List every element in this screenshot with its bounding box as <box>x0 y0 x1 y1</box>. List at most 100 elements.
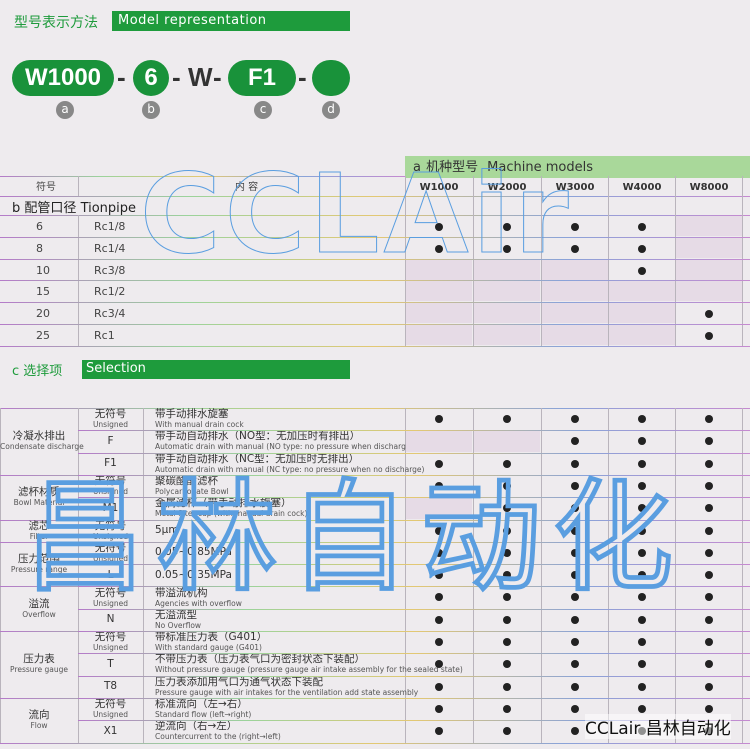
availability-dot <box>638 266 646 275</box>
option-code: 无符号 Unsigned <box>92 631 129 653</box>
option-code: F <box>107 434 114 447</box>
divider <box>0 302 750 304</box>
availability-dot <box>705 459 713 468</box>
group-label: 压力范围 Pressure range <box>10 553 68 575</box>
divider <box>0 236 750 238</box>
unavailable-cell <box>542 281 608 302</box>
availability-dot <box>435 660 443 669</box>
availability-dot <box>435 638 443 646</box>
letter-c: c <box>254 101 272 119</box>
availability-dot <box>503 548 511 557</box>
availability-dot <box>503 571 511 580</box>
divider <box>78 430 750 432</box>
option-description: 无溢流型 No Overflow <box>155 608 202 630</box>
divider <box>78 675 750 677</box>
pipe-size: Rc1 <box>94 329 115 342</box>
option-description: 5μm <box>155 524 179 537</box>
unavailable-cell <box>609 325 675 345</box>
divider <box>742 408 743 743</box>
option-code: N <box>106 613 115 626</box>
availability-dot <box>435 593 443 602</box>
availability-dot <box>571 682 579 691</box>
unavailable-cell <box>676 237 742 258</box>
divider <box>0 176 405 177</box>
availability-dot <box>571 638 579 646</box>
availability-dot <box>571 571 579 580</box>
divider <box>541 408 542 743</box>
availability-dot <box>571 615 579 624</box>
unavailable-cell <box>406 303 472 324</box>
pipe-code: 15 <box>36 285 50 299</box>
availability-dot <box>638 638 646 646</box>
pipe-code: 25 <box>36 329 50 342</box>
availability-dot <box>705 638 713 646</box>
availability-dot <box>705 504 713 513</box>
availability-dot <box>435 223 443 231</box>
availability-dot <box>435 704 443 713</box>
availability-dot <box>571 504 579 513</box>
unavailable-cell <box>474 259 540 280</box>
option-code: T <box>107 657 114 670</box>
availability-dot <box>503 704 511 713</box>
divider <box>0 408 750 409</box>
availability-dot <box>435 244 443 253</box>
letter-a-badge: a <box>413 160 421 175</box>
availability-dot <box>705 332 713 340</box>
divider <box>78 586 750 588</box>
availability-dot <box>435 481 443 490</box>
unavailable-cell <box>676 259 742 280</box>
option-description: 标准流向（左→右） Standard flow (left→right) <box>155 698 252 720</box>
pipe-code: 10 <box>36 263 50 277</box>
availability-dot <box>638 459 646 468</box>
unavailable-cell <box>676 216 742 236</box>
pipe-label: b 配管口径 Tionpipe <box>12 201 137 216</box>
availability-dot <box>638 571 646 580</box>
unavailable-cell <box>474 431 540 453</box>
availability-dot <box>638 660 646 669</box>
option-description: 带手动自动排水（NC型：无加压时无排出） Automatic drain with… <box>155 452 425 474</box>
divider <box>675 408 676 743</box>
unavailable-cell <box>542 325 608 345</box>
availability-dot <box>503 526 511 535</box>
unavailable-cell <box>474 303 540 324</box>
divider <box>0 196 750 197</box>
code-dash: - <box>213 62 222 92</box>
corner-watermark: CCLair 昌林自动化 <box>585 714 731 739</box>
divider <box>143 408 144 743</box>
divider <box>78 541 750 543</box>
divider <box>78 452 750 454</box>
unavailable-cell <box>406 431 472 453</box>
code-dash: - <box>298 62 307 92</box>
unavailable-cell <box>474 281 540 302</box>
divider <box>0 280 750 282</box>
availability-dot <box>435 548 443 557</box>
availability-dot <box>705 481 713 490</box>
group-label: 冷凝水排出 Condensate discharge <box>0 430 84 452</box>
availability-dot <box>571 437 579 446</box>
option-description: 带手动排水旋塞 With manual drain cock <box>155 408 244 430</box>
availability-dot <box>705 526 713 535</box>
section-title-en: Model representation <box>112 11 350 31</box>
divider <box>78 474 750 476</box>
availability-dot <box>638 526 646 535</box>
option-description: 聚碳酸酯滤杯 Polycarbonate Bowl <box>155 475 229 497</box>
divider <box>78 497 750 499</box>
availability-dot <box>503 223 511 231</box>
code-part-w: W <box>188 62 213 92</box>
availability-dot <box>503 415 511 423</box>
availability-dot <box>638 615 646 624</box>
divider <box>0 742 750 744</box>
availability-dot <box>638 481 646 490</box>
pipe-size: Rc3/8 <box>94 263 126 277</box>
availability-dot <box>571 660 579 669</box>
availability-dot <box>638 704 646 713</box>
availability-dot <box>571 459 579 468</box>
availability-dot <box>435 415 443 423</box>
col-content: 内 容 <box>235 182 259 193</box>
option-code: M1 <box>102 501 119 514</box>
model-header: W4000 <box>622 182 662 193</box>
availability-dot <box>638 593 646 602</box>
pipe-size: Rc3/4 <box>94 307 126 321</box>
option-code: 无符号 Unsigned <box>92 408 129 430</box>
divider <box>473 176 474 346</box>
